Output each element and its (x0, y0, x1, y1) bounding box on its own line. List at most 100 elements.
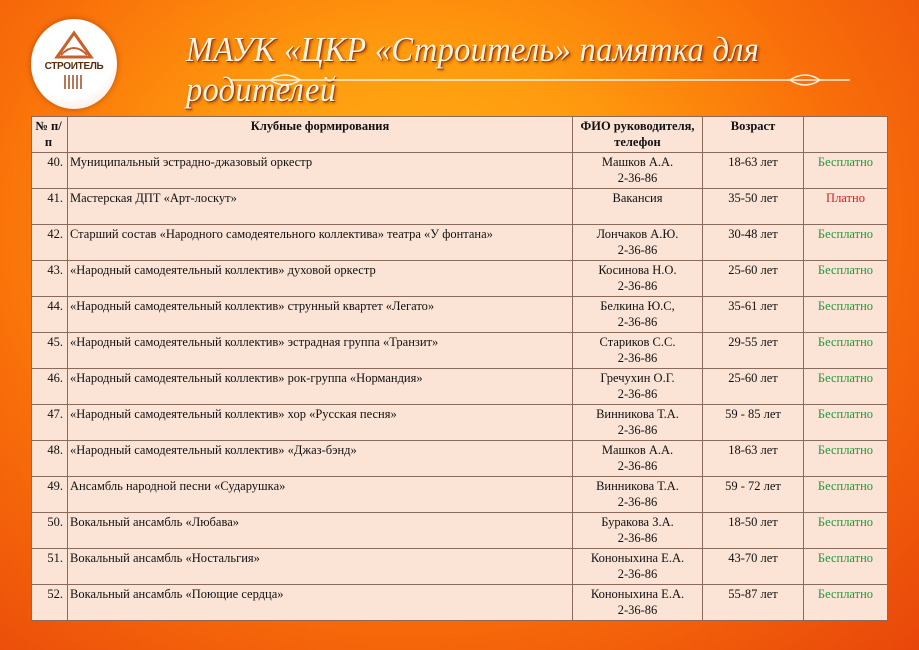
table-row: 43. «Народный самодеятельный коллектив» д… (31, 260, 888, 297)
decorative-flourish-icon (230, 74, 850, 86)
leader-cell: Косинова Н.О. 2-36-86 (572, 260, 703, 297)
leader-name: Винникова Т.А. (596, 407, 679, 421)
row-number: 43. (31, 260, 68, 297)
age-range: 35-50 лет (702, 188, 804, 225)
club-name: Вокальный ансамбль «Любава» (67, 512, 573, 549)
clubs-table: № п/п Клубные формирования ФИО руководит… (31, 116, 888, 621)
leader-name: Лончаков А.Ю. (596, 227, 679, 241)
col-price (803, 116, 888, 153)
table-row: 47. «Народный самодеятельный коллектив» х… (31, 404, 888, 441)
club-name: «Народный самодеятельный коллектив» рок-… (67, 368, 573, 405)
table-row: 51. Вокальный ансамбль «Ностальгия» Кононы… (31, 548, 888, 585)
club-name: Вокальный ансамбль «Поющие сердца» (67, 584, 573, 621)
club-name: Муниципальный эстрадно-джазовый оркестр (67, 152, 573, 189)
price-status: Бесплатно (803, 368, 888, 405)
leader-name: Машков А.А. (601, 443, 674, 457)
table-row: 40. Муниципальный эстрадно-джазовый оркес… (31, 152, 888, 189)
club-name: Вокальный ансамбль «Ностальгия» (67, 548, 573, 585)
leader-phone: 2-36-86 (617, 531, 658, 545)
club-name: Старший состав «Народного самодеятельног… (67, 224, 573, 261)
club-name: «Народный самодеятельный коллектив» «Джа… (67, 440, 573, 477)
leader-name: Буракова З.А. (601, 515, 674, 529)
row-number: 47. (31, 404, 68, 441)
row-number: 52. (31, 584, 68, 621)
leader-phone: 2-36-86 (617, 243, 658, 257)
row-number: 48. (31, 440, 68, 477)
leader-cell: Винникова Т.А. 2-36-86 (572, 476, 703, 513)
leader-cell: Кононыхина Е.А. 2-36-86 (572, 584, 703, 621)
leader-cell: Лончаков А.Ю. 2-36-86 (572, 224, 703, 261)
age-range: 59 - 85 лет (702, 404, 804, 441)
leader-phone: 2-36-86 (617, 387, 658, 401)
price-status: Бесплатно (803, 512, 888, 549)
age-range: 59 - 72 лет (702, 476, 804, 513)
age-range: 43-70 лет (702, 548, 804, 585)
column-emblem-icon (54, 30, 94, 89)
leader-phone: 2-36-86 (617, 279, 658, 293)
age-range: 30-48 лет (702, 224, 804, 261)
leader-name: Вакансия (612, 191, 663, 205)
table-row: 42. Старший состав «Народного самодеятель… (31, 224, 888, 261)
age-range: 25-60 лет (702, 368, 804, 405)
leader-phone: 2-36-86 (617, 171, 658, 185)
age-range: 35-61 лет (702, 296, 804, 333)
page-title: МАУК «ЦКР «Строитель» памятка для родите… (186, 30, 760, 109)
table-header-row: № п/п Клубные формирования ФИО руководит… (31, 116, 888, 153)
leader-name: Кононыхина Е.А. (590, 551, 685, 565)
table-row: 44. «Народный самодеятельный коллектив» с… (31, 296, 888, 333)
leader-name: Гречухин О.Г. (600, 371, 675, 385)
club-name: «Народный самодеятельный коллектив» духо… (67, 260, 573, 297)
col-clubs: Клубные формирования (67, 116, 573, 153)
age-range: 18-63 лет (702, 440, 804, 477)
table-row: 48. «Народный самодеятельный коллектив» «… (31, 440, 888, 477)
age-range: 55-87 лет (702, 584, 804, 621)
age-range: 18-50 лет (702, 512, 804, 549)
col-age: Возраст (702, 116, 804, 153)
row-number: 41. (31, 188, 68, 225)
leader-cell: Буракова З.А. 2-36-86 (572, 512, 703, 549)
row-number: 46. (31, 368, 68, 405)
row-number: 50. (31, 512, 68, 549)
price-status: Бесплатно (803, 296, 888, 333)
price-status: Бесплатно (803, 332, 888, 369)
leader-phone: 2-36-86 (617, 459, 658, 473)
leader-cell: Вакансия (572, 188, 703, 225)
row-number: 51. (31, 548, 68, 585)
leader-cell: Винникова Т.А. 2-36-86 (572, 404, 703, 441)
price-status: Бесплатно (803, 476, 888, 513)
price-status: Бесплатно (803, 224, 888, 261)
club-name: Ансамбль народной песни «Сударушка» (67, 476, 573, 513)
club-name: «Народный самодеятельный коллектив» хор … (67, 404, 573, 441)
leader-name: Кононыхина Е.А. (590, 587, 685, 601)
leader-phone: 2-36-86 (617, 603, 658, 617)
logo: СТРОИТЕЛЬ (31, 19, 117, 109)
leader-cell: Стариков С.С. 2-36-86 (572, 332, 703, 369)
leader-phone: 2-36-86 (617, 423, 658, 437)
leader-cell: Белкина Ю.С, 2-36-86 (572, 296, 703, 333)
col-number: № п/п (31, 116, 68, 153)
age-range: 25-60 лет (702, 260, 804, 297)
leader-name: Косинова Н.О. (598, 263, 677, 277)
leader-name: Винникова Т.А. (596, 479, 679, 493)
leader-name: Белкина Ю.С, (600, 299, 675, 313)
table-row: 49. Ансамбль народной песни «Сударушка» Ви… (31, 476, 888, 513)
price-status: Бесплатно (803, 584, 888, 621)
club-name: «Народный самодеятельный коллектив» эстр… (67, 332, 573, 369)
table-row: 41. Мастерская ДПТ «Арт-лоскут» Вакансия 35… (31, 188, 888, 225)
leader-phone: 2-36-86 (617, 495, 658, 509)
row-number: 49. (31, 476, 68, 513)
leader-phone: 2-36-86 (617, 351, 658, 365)
price-status: Бесплатно (803, 404, 888, 441)
club-name: Мастерская ДПТ «Арт-лоскут» (67, 188, 573, 225)
leader-phone: 2-36-86 (617, 315, 658, 329)
leader-cell: Кононыхина Е.А. 2-36-86 (572, 548, 703, 585)
price-status: Бесплатно (803, 260, 888, 297)
price-status: Бесплатно (803, 440, 888, 477)
logo-text: СТРОИТЕЛЬ (44, 61, 104, 72)
club-name: «Народный самодеятельный коллектив» стру… (67, 296, 573, 333)
leader-cell: Гречухин О.Г. 2-36-86 (572, 368, 703, 405)
table-row: 50. Вокальный ансамбль «Любава» Буракова З… (31, 512, 888, 549)
leader-cell: Машков А.А. 2-36-86 (572, 152, 703, 189)
price-status: Бесплатно (803, 548, 888, 585)
row-number: 45. (31, 332, 68, 369)
